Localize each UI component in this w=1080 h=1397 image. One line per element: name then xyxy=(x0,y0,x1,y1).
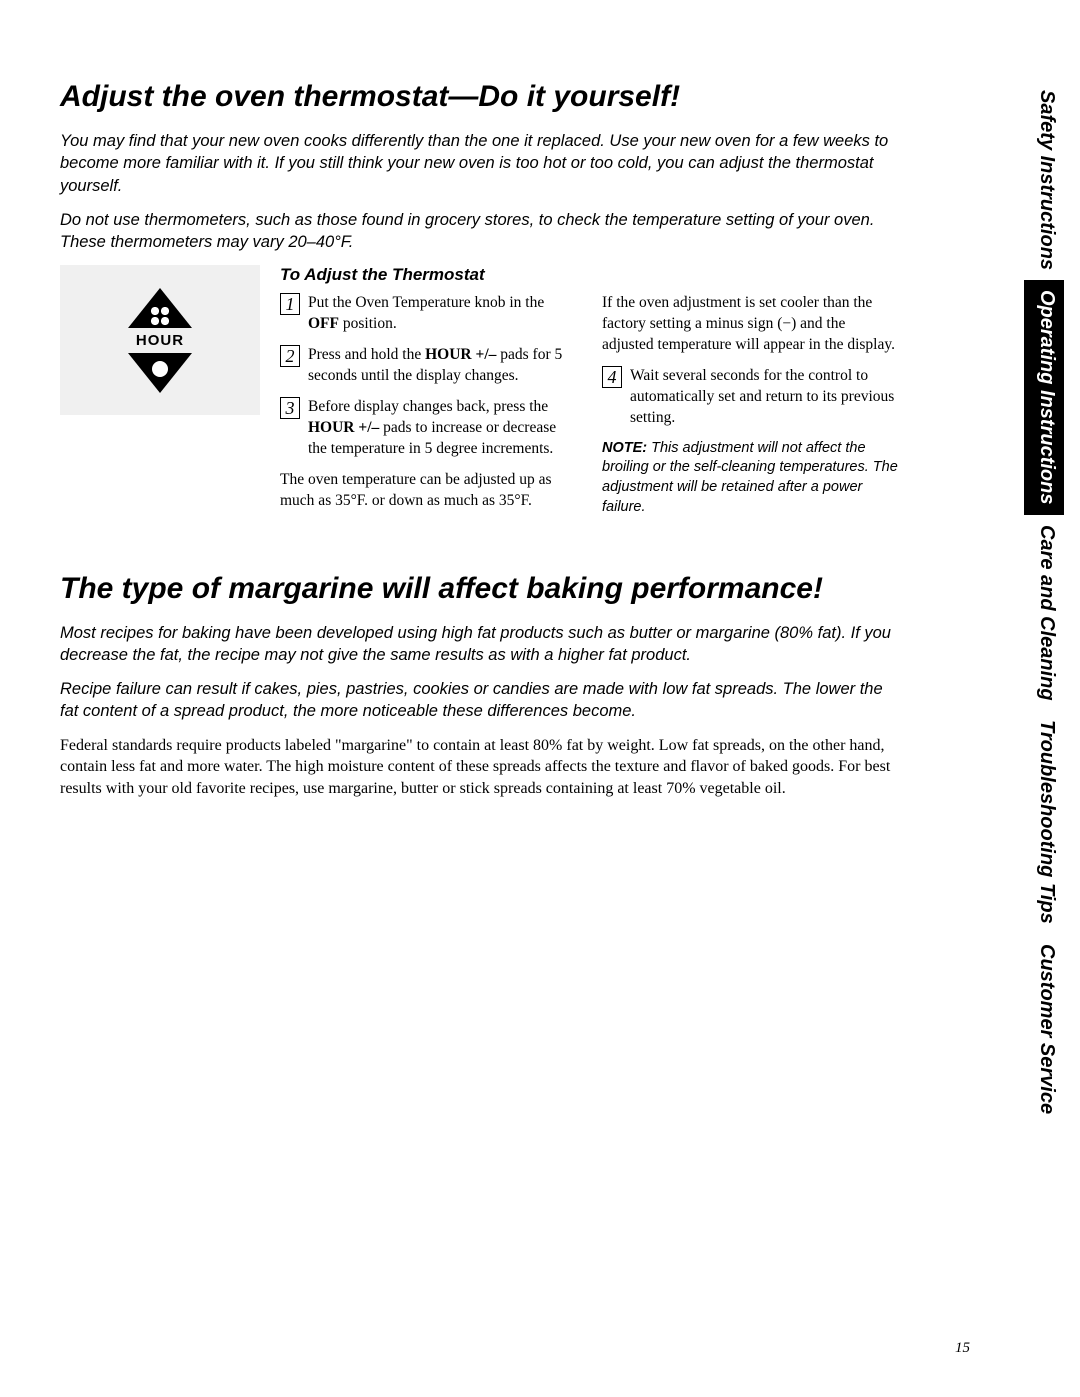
note-para: NOTE: This adjustment will not affect th… xyxy=(602,439,900,517)
tab-operating-instructions: Operating Instructions xyxy=(1024,280,1064,514)
step-number-3: 3 xyxy=(280,397,300,419)
thermostat-block: HOUR To Adjust the Thermostat 1 Put the … xyxy=(60,265,900,521)
tab-customer-service: Customer Service xyxy=(1024,934,1064,1124)
tab-troubleshooting-tips: Troubleshooting Tips xyxy=(1024,710,1064,934)
left-tail-para: The oven temperature can be adjusted up … xyxy=(280,470,578,512)
section2-title: The type of margarine will affect baking… xyxy=(60,572,900,606)
step-3-a: Before display changes back, press the xyxy=(308,398,548,415)
hour-up-icon xyxy=(128,288,192,328)
step-4: 4 Wait several seconds for the control t… xyxy=(602,366,900,429)
step-4-text: Wait several seconds for the control to … xyxy=(630,366,900,429)
section2: The type of margarine will affect baking… xyxy=(60,572,900,800)
step-1-text: Put the Oven Temperature knob in the OFF… xyxy=(308,293,578,335)
section1-intro1: You may find that your new oven cooks di… xyxy=(60,130,900,197)
section2-intro2: Recipe failure can result if cakes, pies… xyxy=(60,678,900,723)
step-2-b: HOUR +/– xyxy=(425,346,496,363)
side-tab-strip: Safety Instructions Operating Instructio… xyxy=(1024,80,1064,1124)
right-column: If the oven adjustment is set cooler tha… xyxy=(602,293,900,521)
step-1-b: OFF xyxy=(308,315,339,332)
note-label: NOTE: xyxy=(602,440,647,456)
tab-safety-instructions: Safety Instructions xyxy=(1024,80,1064,280)
hour-down-icon xyxy=(128,353,192,393)
step-3-b: HOUR +/– xyxy=(308,419,379,436)
hour-label: HOUR xyxy=(136,332,184,349)
section1-intro2: Do not use thermometers, such as those f… xyxy=(60,209,900,254)
step-1-a: Put the Oven Temperature knob in the xyxy=(308,294,544,311)
tab-care-and-cleaning: Care and Cleaning xyxy=(1024,515,1064,711)
step-number-4: 4 xyxy=(602,366,622,388)
section1-title: Adjust the oven thermostat—Do it yoursel… xyxy=(60,80,900,114)
step-2: 2 Press and hold the HOUR +/– pads for 5… xyxy=(280,345,578,387)
section2-intro1: Most recipes for baking have been develo… xyxy=(60,622,900,667)
note-text: This adjustment will not affect the broi… xyxy=(602,440,898,515)
right-lead-para: If the oven adjustment is set cooler tha… xyxy=(602,293,900,356)
step-number-1: 1 xyxy=(280,293,300,315)
step-3-text: Before display changes back, press the H… xyxy=(308,397,578,460)
instruction-columns: 1 Put the Oven Temperature knob in the O… xyxy=(280,293,900,521)
step-2-text: Press and hold the HOUR +/– pads for 5 s… xyxy=(308,345,578,387)
left-column: 1 Put the Oven Temperature knob in the O… xyxy=(280,293,578,521)
step-1: 1 Put the Oven Temperature knob in the O… xyxy=(280,293,578,335)
step-2-a: Press and hold the xyxy=(308,346,425,363)
step-3: 3 Before display changes back, press the… xyxy=(280,397,578,460)
step-1-c: position. xyxy=(339,315,397,332)
page-content: Adjust the oven thermostat—Do it yoursel… xyxy=(0,0,960,853)
adjust-thermostat-subheading: To Adjust the Thermostat xyxy=(280,265,900,285)
section2-body: Federal standards require products label… xyxy=(60,735,900,800)
step-number-2: 2 xyxy=(280,345,300,367)
page-number: 15 xyxy=(955,1340,970,1357)
hour-pad-graphic: HOUR xyxy=(60,265,260,415)
